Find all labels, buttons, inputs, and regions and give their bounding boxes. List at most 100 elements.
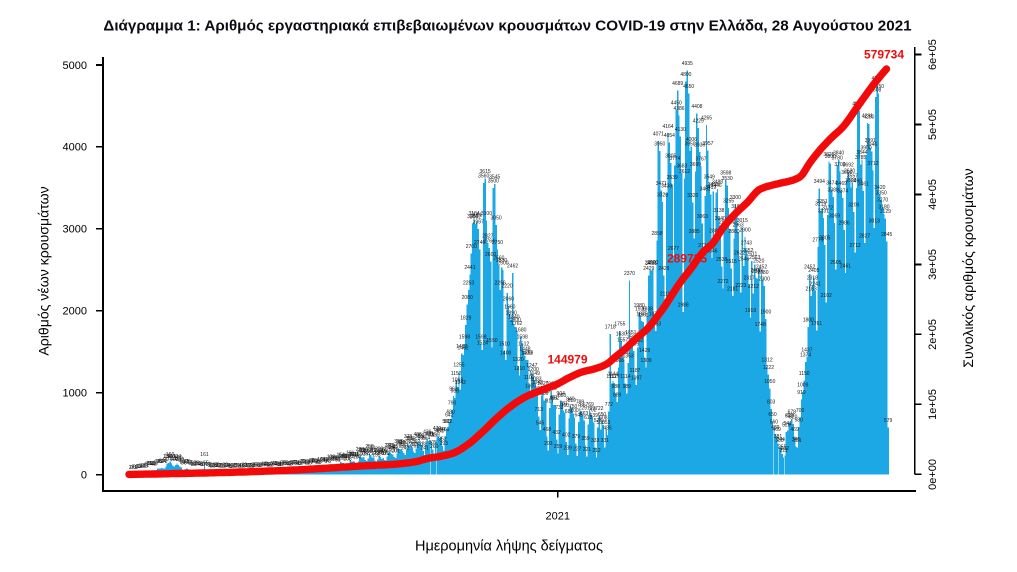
svg-text:3300: 3300 bbox=[730, 195, 741, 201]
svg-text:2997: 2997 bbox=[473, 220, 484, 226]
svg-text:700: 700 bbox=[796, 408, 805, 414]
svg-text:468: 468 bbox=[543, 427, 552, 433]
svg-text:1398: 1398 bbox=[522, 351, 533, 357]
svg-text:1210: 1210 bbox=[514, 366, 525, 372]
svg-text:2405: 2405 bbox=[808, 268, 819, 274]
svg-text:1050: 1050 bbox=[764, 379, 775, 385]
svg-text:1598: 1598 bbox=[517, 334, 528, 340]
svg-text:3172: 3172 bbox=[822, 205, 833, 211]
svg-text:4130: 4130 bbox=[675, 127, 686, 133]
svg-text:3138: 3138 bbox=[713, 208, 724, 214]
svg-text:293: 293 bbox=[440, 441, 449, 447]
svg-text:6e+05: 6e+05 bbox=[927, 39, 939, 70]
svg-text:3251: 3251 bbox=[817, 199, 828, 205]
svg-text:2462: 2462 bbox=[507, 263, 518, 269]
svg-text:2318: 2318 bbox=[807, 275, 818, 281]
svg-text:3069: 3069 bbox=[829, 214, 840, 220]
svg-text:3015: 3015 bbox=[737, 218, 748, 224]
svg-text:2272: 2272 bbox=[717, 279, 728, 285]
svg-text:2503: 2503 bbox=[647, 260, 658, 266]
svg-text:1222: 1222 bbox=[763, 365, 774, 371]
svg-text:5e+05: 5e+05 bbox=[927, 109, 939, 140]
svg-text:2102: 2102 bbox=[821, 293, 832, 299]
svg-text:3013: 3013 bbox=[869, 218, 880, 224]
svg-text:3774: 3774 bbox=[669, 156, 680, 162]
svg-text:469: 469 bbox=[441, 427, 450, 433]
svg-text:2e+05: 2e+05 bbox=[927, 319, 939, 350]
svg-text:331: 331 bbox=[601, 438, 610, 444]
svg-text:1761: 1761 bbox=[811, 321, 822, 327]
svg-text:772: 772 bbox=[605, 402, 614, 408]
svg-text:2546: 2546 bbox=[738, 257, 749, 263]
svg-text:2441: 2441 bbox=[464, 265, 475, 271]
svg-text:2827: 2827 bbox=[859, 234, 870, 240]
svg-text:1861: 1861 bbox=[638, 313, 649, 319]
svg-text:239: 239 bbox=[563, 446, 572, 452]
svg-text:3712: 3712 bbox=[867, 161, 878, 167]
svg-text:1437: 1437 bbox=[801, 347, 812, 353]
svg-text:790: 790 bbox=[448, 400, 457, 406]
svg-text:2986: 2986 bbox=[839, 221, 850, 227]
svg-text:2080: 2080 bbox=[462, 295, 473, 301]
svg-text:2380: 2380 bbox=[757, 270, 768, 276]
svg-text:3350: 3350 bbox=[876, 191, 887, 197]
svg-text:1510: 1510 bbox=[499, 341, 510, 347]
svg-text:3767: 3767 bbox=[695, 157, 706, 163]
svg-text:4e+05: 4e+05 bbox=[927, 179, 939, 210]
svg-text:580: 580 bbox=[795, 418, 804, 424]
svg-text:2429: 2429 bbox=[658, 266, 669, 272]
svg-text:2845: 2845 bbox=[881, 232, 892, 238]
svg-text:713: 713 bbox=[535, 407, 544, 413]
svg-text:293: 293 bbox=[544, 441, 553, 447]
svg-text:545: 545 bbox=[536, 421, 545, 427]
svg-text:650: 650 bbox=[768, 412, 777, 418]
svg-text:3530: 3530 bbox=[722, 176, 733, 182]
svg-text:2317: 2317 bbox=[744, 275, 755, 281]
svg-text:0e+00: 0e+00 bbox=[927, 459, 939, 490]
svg-text:1762: 1762 bbox=[511, 321, 522, 327]
svg-text:989: 989 bbox=[623, 384, 632, 390]
svg-text:1114: 1114 bbox=[620, 374, 631, 380]
svg-text:344: 344 bbox=[777, 437, 786, 443]
svg-text:1309: 1309 bbox=[640, 358, 651, 364]
svg-text:2858: 2858 bbox=[651, 231, 662, 237]
svg-text:0: 0 bbox=[81, 470, 87, 482]
svg-text:3950: 3950 bbox=[654, 142, 665, 148]
svg-text:3129: 3129 bbox=[880, 209, 891, 215]
svg-text:579734: 579734 bbox=[864, 48, 904, 62]
svg-text:1988: 1988 bbox=[678, 302, 689, 308]
svg-text:3270: 3270 bbox=[877, 197, 888, 203]
svg-text:3494: 3494 bbox=[814, 179, 825, 185]
svg-text:259: 259 bbox=[554, 444, 563, 450]
svg-text:4408: 4408 bbox=[691, 104, 702, 110]
svg-text:469: 469 bbox=[790, 427, 799, 433]
svg-text:3050: 3050 bbox=[491, 215, 502, 221]
svg-text:2515: 2515 bbox=[726, 259, 737, 265]
svg-text:4386: 4386 bbox=[673, 106, 684, 112]
svg-text:3209: 3209 bbox=[848, 202, 859, 208]
svg-text:1680: 1680 bbox=[515, 328, 526, 334]
svg-text:3840: 3840 bbox=[833, 151, 844, 157]
svg-text:2212: 2212 bbox=[748, 284, 759, 290]
svg-text:469: 469 bbox=[773, 427, 782, 433]
svg-text:1462: 1462 bbox=[458, 345, 469, 351]
svg-text:144979: 144979 bbox=[547, 353, 587, 367]
svg-text:4689: 4689 bbox=[672, 81, 683, 87]
svg-text:1755: 1755 bbox=[614, 321, 625, 327]
svg-text:Συνολικός αριθμός κρουσμάτων: Συνολικός αριθμός κρουσμάτων bbox=[960, 168, 976, 367]
svg-text:221: 221 bbox=[583, 447, 592, 453]
svg-text:432: 432 bbox=[552, 430, 561, 436]
svg-text:2223: 2223 bbox=[735, 283, 746, 289]
svg-text:3539: 3539 bbox=[667, 175, 678, 181]
svg-text:1829: 1829 bbox=[460, 315, 471, 321]
svg-text:161: 161 bbox=[200, 452, 209, 458]
svg-text:4800: 4800 bbox=[680, 72, 691, 78]
svg-text:331: 331 bbox=[793, 438, 802, 444]
svg-text:3957: 3957 bbox=[702, 141, 713, 147]
svg-text:1000: 1000 bbox=[63, 388, 87, 400]
svg-text:579: 579 bbox=[884, 418, 893, 424]
svg-text:1009: 1009 bbox=[797, 383, 808, 389]
svg-text:333: 333 bbox=[591, 438, 600, 444]
svg-text:4071: 4071 bbox=[653, 132, 664, 138]
svg-text:2880: 2880 bbox=[728, 229, 739, 235]
